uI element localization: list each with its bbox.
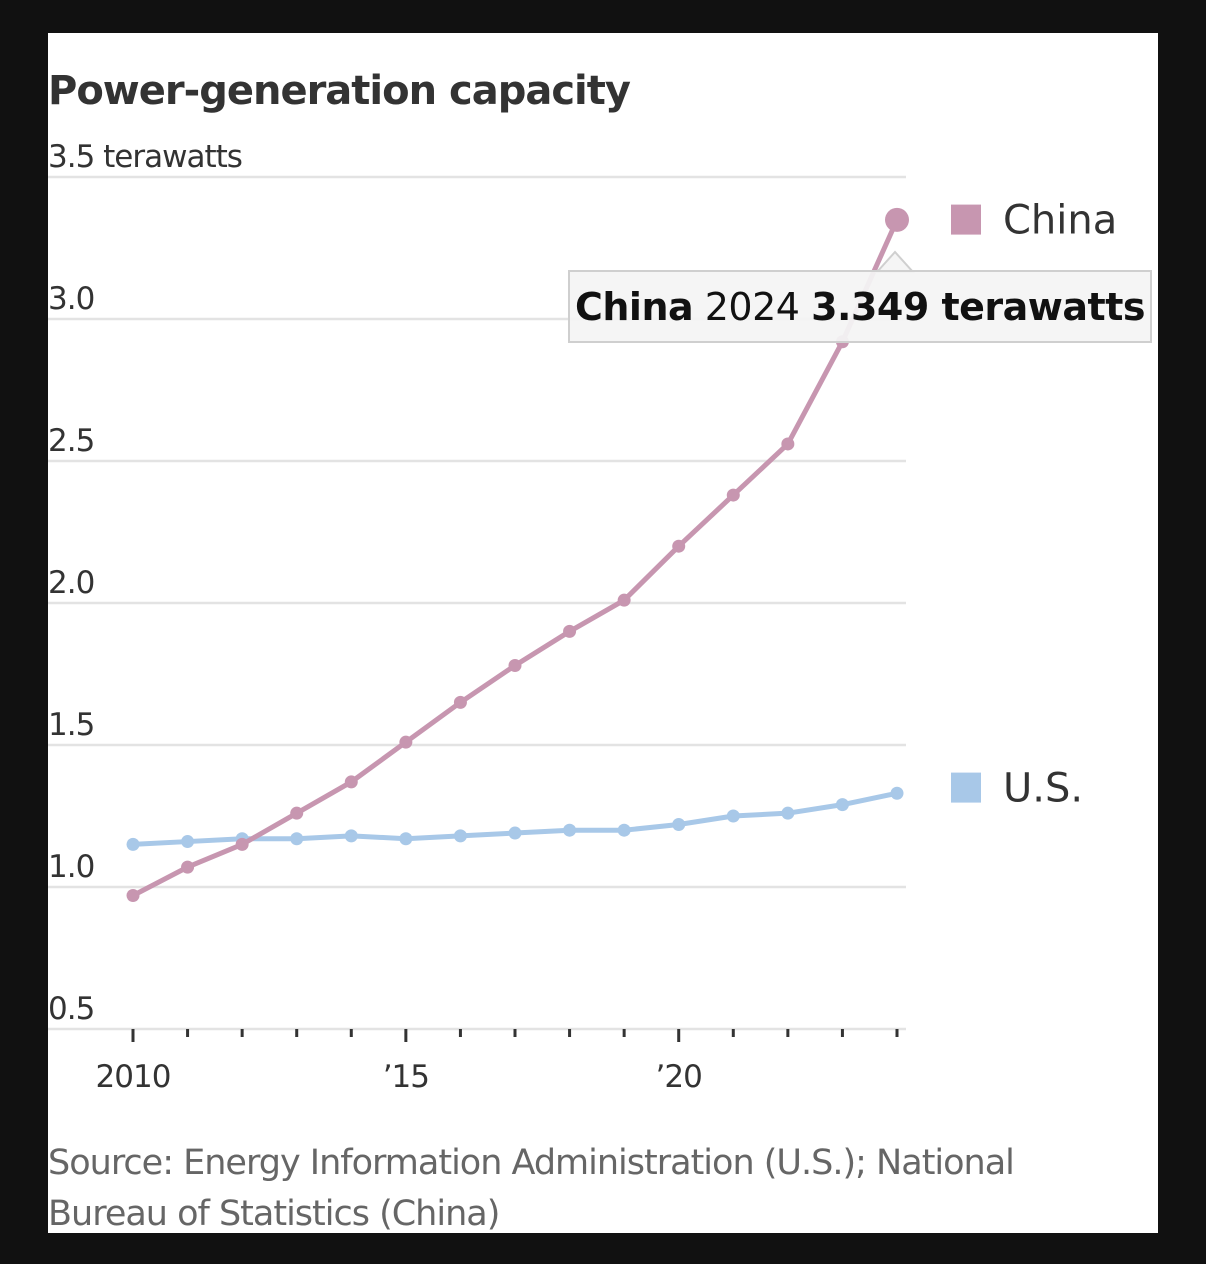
data-point (617, 823, 631, 837)
data-point (563, 624, 577, 638)
y-tick-label: 2.0 (48, 565, 94, 601)
data-point (726, 809, 740, 823)
x-axis: 2010 ’15 ’20 (96, 1029, 899, 1095)
data-point (890, 786, 904, 800)
data-point (399, 832, 413, 846)
data-point (126, 837, 140, 851)
y-tick-label: 2.5 (48, 423, 94, 459)
data-point (453, 695, 467, 709)
data-point (672, 539, 686, 553)
legend-label: China (1003, 198, 1117, 244)
data-point (344, 829, 358, 843)
data-point (181, 860, 195, 874)
source-note: Source: Energy Information Administratio… (48, 1143, 1015, 1234)
data-point (290, 832, 304, 846)
legend: China U.S. (951, 198, 1117, 812)
data-point (672, 818, 686, 832)
x-tick-label: ’15 (383, 1059, 429, 1095)
chart-panel: Power-generation capacity 0.5 1.0 1.5 2.0 2.… (48, 33, 1158, 1234)
y-tick-label: 1.5 (48, 707, 94, 743)
legend-swatch (951, 204, 981, 235)
x-tick-label: 2010 (96, 1059, 171, 1095)
y-axis-labels: 0.5 1.0 1.5 2.0 2.5 3.0 3.5 terawatts (48, 139, 243, 1027)
data-point (563, 823, 577, 837)
series-us (126, 786, 904, 851)
data-point (399, 735, 413, 749)
x-tick-label: ’20 (656, 1059, 702, 1095)
data-point (290, 806, 304, 820)
y-tick-label: 3.0 (48, 281, 94, 317)
tooltip-value: 3.349 terawatts (811, 284, 1146, 329)
y-tick-label: 1.0 (48, 849, 94, 885)
data-point (508, 658, 522, 672)
legend-swatch (951, 772, 981, 803)
data-point (181, 835, 195, 849)
highlighted-point (885, 207, 909, 232)
data-tooltip: China 2024 3.349 terawatts (568, 270, 1152, 343)
data-point (835, 798, 849, 812)
data-point (453, 829, 467, 843)
chart-title: Power-generation capacity (48, 68, 631, 114)
tooltip-year: 2024 (704, 284, 800, 329)
y-tick-label: 3.5 terawatts (48, 139, 242, 175)
y-tick-label: 0.5 (48, 991, 94, 1027)
data-point (508, 826, 522, 840)
legend-label: U.S. (1003, 766, 1083, 812)
data-point (726, 488, 740, 502)
data-point (344, 775, 358, 789)
line-chart: 0.5 1.0 1.5 2.0 2.5 3.0 3.5 terawatts 2010 ’15 ’… (48, 139, 1117, 1095)
legend-item-china: China (951, 198, 1117, 244)
data-point (126, 889, 140, 903)
data-point (617, 593, 631, 607)
data-point (781, 437, 795, 451)
data-point (235, 837, 249, 851)
data-point (781, 806, 795, 820)
legend-item-us: U.S. (951, 766, 1083, 812)
tooltip-series: China (574, 284, 694, 329)
